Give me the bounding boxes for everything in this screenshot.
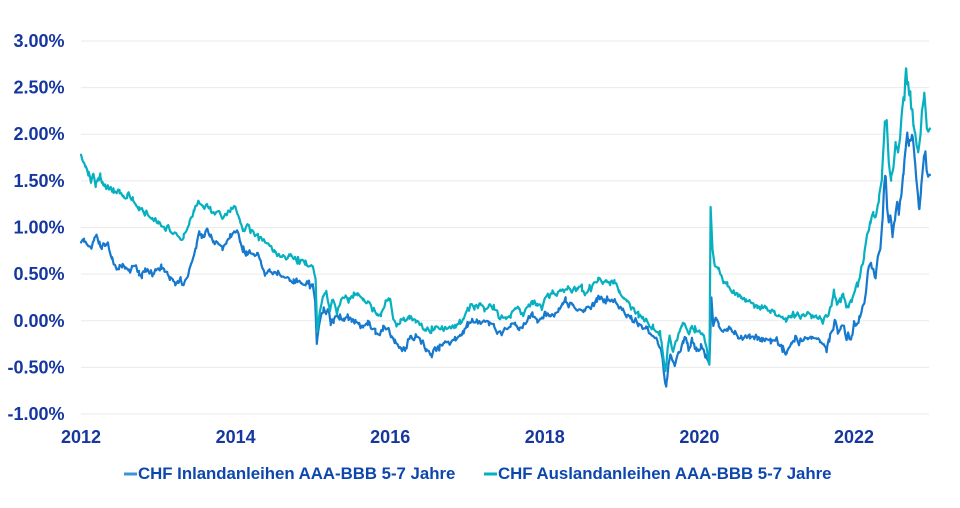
svg-text:2018: 2018	[525, 427, 565, 447]
svg-text:2016: 2016	[370, 427, 410, 447]
svg-text:2014: 2014	[216, 427, 256, 447]
svg-text:0.50%: 0.50%	[13, 264, 64, 284]
svg-text:1.50%: 1.50%	[13, 171, 64, 191]
svg-text:0.00%: 0.00%	[13, 311, 64, 331]
svg-text:2020: 2020	[679, 427, 719, 447]
svg-text:CHF Inlandanleihen AAA-BBB 5-7: CHF Inlandanleihen AAA-BBB 5-7 Jahre	[138, 464, 455, 483]
svg-text:1.00%: 1.00%	[13, 218, 64, 238]
svg-text:-0.50%: -0.50%	[7, 357, 64, 377]
svg-text:2012: 2012	[61, 427, 101, 447]
svg-text:2022: 2022	[834, 427, 874, 447]
svg-text:2.00%: 2.00%	[13, 124, 64, 144]
svg-text:-1.00%: -1.00%	[7, 404, 64, 424]
svg-text:CHF Auslandanleihen AAA-BBB 5-: CHF Auslandanleihen AAA-BBB 5-7 Jahre	[498, 464, 832, 483]
svg-text:2.50%: 2.50%	[13, 78, 64, 98]
svg-text:3.00%: 3.00%	[13, 31, 64, 51]
